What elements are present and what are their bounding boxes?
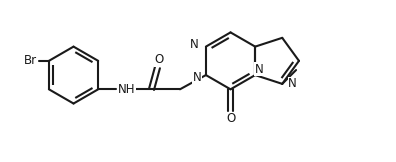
Text: O: O xyxy=(226,112,235,125)
Text: N: N xyxy=(254,63,263,76)
Text: N: N xyxy=(192,70,201,84)
Text: O: O xyxy=(155,53,164,66)
Text: Br: Br xyxy=(24,54,37,67)
Text: NH: NH xyxy=(118,83,135,96)
Text: N: N xyxy=(288,77,297,90)
Text: N: N xyxy=(190,38,199,51)
